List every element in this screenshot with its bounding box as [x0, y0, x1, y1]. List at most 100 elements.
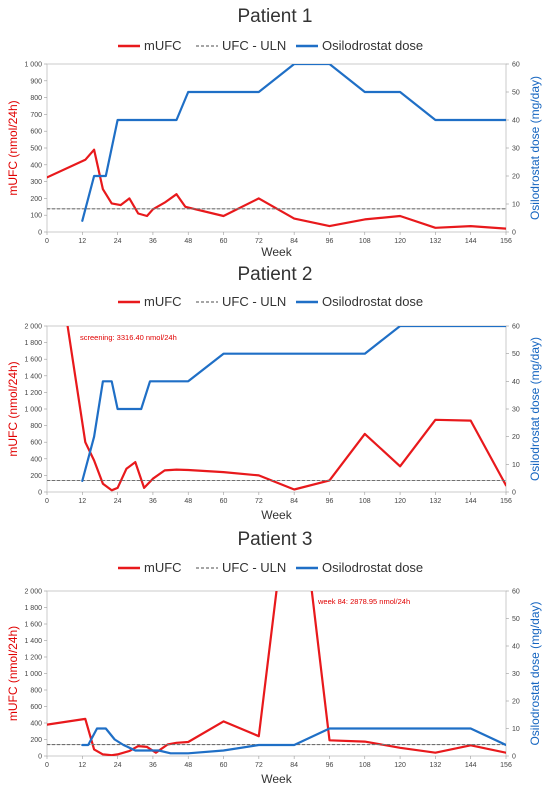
- series-group: [47, 64, 506, 230]
- chart-panel-3: Patient 3 mUFC UFC - ULN Osilodrostat dose 0…: [6, 529, 542, 786]
- y2-tick-label: 10: [512, 726, 520, 733]
- legend-label-dose: Osilodrostat dose: [322, 38, 423, 53]
- y-tick-label: 1 800: [24, 605, 42, 612]
- x-tick-label: 60: [220, 762, 228, 769]
- x-tick-label: 132: [430, 238, 442, 245]
- series-group: [47, 326, 506, 492]
- series-line-mufc: [66, 326, 506, 492]
- y-tick-label: 1 400: [24, 373, 42, 380]
- y2-tick-label: 40: [512, 379, 520, 386]
- legend: mUFC UFC - ULN Osilodrostat dose: [118, 38, 423, 53]
- x-tick-label: 48: [184, 238, 192, 245]
- x-tick-label: 132: [430, 498, 442, 505]
- y2-tick-label: 40: [512, 644, 520, 651]
- x-tick-label: 96: [326, 498, 334, 505]
- x-tick-label: 144: [465, 238, 477, 245]
- x-tick-label: 96: [326, 762, 334, 769]
- y-tick-label: 0: [38, 230, 42, 237]
- y-tick-label: 900: [30, 78, 42, 85]
- x-tick-label: 144: [465, 762, 477, 769]
- y2-tick-label: 50: [512, 90, 520, 97]
- y-tick-label: 100: [30, 213, 42, 220]
- y-tick-label: 600: [30, 440, 42, 447]
- legend-label-mufc: mUFC: [144, 294, 182, 309]
- x-tick-label: 108: [359, 238, 371, 245]
- y2-tick-label: 20: [512, 699, 520, 706]
- y2-tick-label: 10: [512, 202, 520, 209]
- legend-label-dose: Osilodrostat dose: [322, 294, 423, 309]
- y-tick-label: 1 600: [24, 622, 42, 629]
- x-tick-label: 12: [78, 238, 86, 245]
- series-line-dose: [81, 326, 506, 482]
- x-tick-label: 36: [149, 762, 157, 769]
- x-tick-label: 72: [255, 238, 263, 245]
- series-line-dose: [81, 727, 506, 755]
- legend: mUFC UFC - ULN Osilodrostat dose: [118, 294, 423, 309]
- annotation-label: week 84: 2878.95 nmol/24h: [317, 597, 410, 606]
- x-tick-label: 0: [45, 762, 49, 769]
- y-tick-label: 200: [30, 473, 42, 480]
- y-tick-label: 800: [30, 423, 42, 430]
- y2-tick-label: 50: [512, 351, 520, 358]
- x-tick-label: 72: [255, 762, 263, 769]
- series-line-dose: [81, 64, 506, 222]
- y2-tick-label: 0: [512, 230, 516, 237]
- x-tick-label: 48: [184, 762, 192, 769]
- x-tick-label: 72: [255, 498, 263, 505]
- x-tick-label: 0: [45, 498, 49, 505]
- x-tick-label: 108: [359, 498, 371, 505]
- x-tick-label: 0: [45, 238, 49, 245]
- y-tick-label: 800: [30, 95, 42, 102]
- y-tick-label: 700: [30, 112, 42, 119]
- plot-frame: [46, 590, 507, 757]
- x-tick-label: 36: [149, 238, 157, 245]
- y2-tick-label: 0: [512, 490, 516, 497]
- chart-title: Patient 1: [238, 6, 313, 27]
- y-tick-label: 1 800: [24, 340, 42, 347]
- y-tick-label: 800: [30, 688, 42, 695]
- y-tick-label: 1 600: [24, 357, 42, 364]
- legend-label-uln: UFC - ULN: [222, 38, 286, 53]
- y-tick-label: 200: [30, 737, 42, 744]
- x-tick-label: 60: [220, 498, 228, 505]
- y2-tick-label: 60: [512, 589, 520, 596]
- y-tick-label: 400: [30, 456, 42, 463]
- y-tick-label: 1 000: [24, 407, 42, 414]
- plot-frame: [46, 325, 507, 493]
- legend-label-mufc: mUFC: [144, 38, 182, 53]
- chart-title: Patient 3: [238, 529, 313, 550]
- x-tick-label: 156: [500, 498, 512, 505]
- y2-axis-label: Osilodrostat dose (mg/day): [528, 601, 542, 745]
- y2-tick-label: 30: [512, 146, 520, 153]
- x-tick-label: 120: [394, 762, 406, 769]
- x-tick-label: 120: [394, 498, 406, 505]
- x-tick-label: 24: [114, 762, 122, 769]
- y2-tick-label: 40: [512, 118, 520, 125]
- chart-title: Patient 2: [238, 264, 313, 285]
- y-tick-label: 1 200: [24, 390, 42, 397]
- x-tick-label: 24: [114, 238, 122, 245]
- x-axis-label: Week: [261, 245, 292, 259]
- chart-panel-1: Patient 1 mUFC UFC - ULN Osilodrostat dose 0…: [6, 6, 542, 259]
- y-tick-label: 300: [30, 179, 42, 186]
- x-tick-label: 12: [78, 498, 86, 505]
- x-tick-label: 48: [184, 498, 192, 505]
- x-tick-label: 156: [500, 762, 512, 769]
- y-axis-label: mUFC (nmol/24h): [6, 361, 20, 456]
- y-tick-label: 0: [38, 754, 42, 761]
- legend-label-mufc: mUFC: [144, 560, 182, 575]
- x-axis-label: Week: [261, 772, 292, 786]
- y-tick-label: 0: [38, 490, 42, 497]
- legend: mUFC UFC - ULN Osilodrostat dose: [118, 560, 423, 575]
- x-tick-label: 12: [78, 762, 86, 769]
- y2-tick-label: 30: [512, 671, 520, 678]
- y-tick-label: 600: [30, 704, 42, 711]
- y-tick-label: 2 000: [24, 324, 42, 331]
- chart-panel-2: Patient 2 mUFC UFC - ULN Osilodrostat dose 0…: [6, 264, 542, 522]
- y-tick-label: 1 400: [24, 638, 42, 645]
- y2-tick-label: 60: [512, 62, 520, 69]
- y-tick-label: 1 000: [24, 671, 42, 678]
- series-line-mufc: [47, 591, 506, 756]
- x-tick-label: 144: [465, 498, 477, 505]
